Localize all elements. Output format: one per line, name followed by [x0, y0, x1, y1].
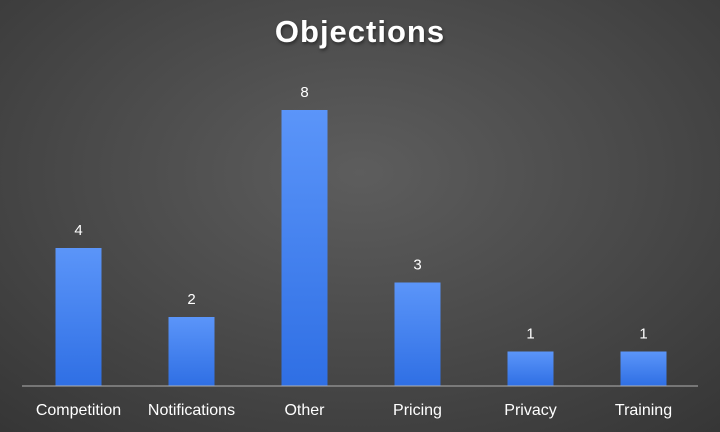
value-labels-group: 4 2 8 3 1 1	[74, 84, 647, 343]
category-label-notifications: Notifications	[148, 402, 235, 419]
data-label-training: 1	[639, 326, 647, 343]
data-label-competition: 4	[74, 222, 82, 239]
bar-notifications	[168, 317, 215, 386]
bars-group	[55, 110, 667, 386]
category-label-other: Other	[284, 402, 325, 419]
data-label-pricing: 3	[413, 257, 421, 274]
bar-competition	[55, 248, 102, 386]
category-label-privacy: Privacy	[504, 402, 556, 419]
bar-pricing	[394, 282, 441, 386]
category-label-training: Training	[615, 402, 672, 419]
bar-other	[281, 110, 328, 386]
data-label-privacy: 1	[526, 326, 534, 343]
bar-privacy	[507, 351, 554, 386]
data-label-other: 8	[300, 84, 308, 101]
category-label-pricing: Pricing	[393, 402, 442, 419]
bar-training	[620, 351, 667, 386]
category-label-competition: Competition	[36, 402, 121, 419]
data-label-notifications: 2	[187, 291, 195, 308]
chart-title: Objections	[274, 14, 446, 49]
category-labels-group: Competition Notifications Other Pricing Priv…	[36, 402, 672, 419]
